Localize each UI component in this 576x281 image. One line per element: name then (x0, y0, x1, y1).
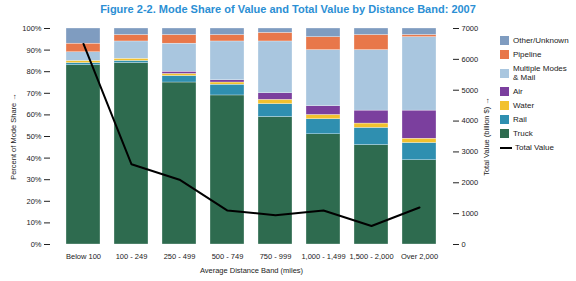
svg-text:100 - 249: 100 - 249 (116, 252, 148, 261)
svg-text:3000: 3000 (462, 147, 479, 156)
svg-text:Below 100: Below 100 (66, 252, 101, 261)
html-text:Total Value: Total Value (515, 143, 554, 152)
svg-text:80%: 80% (26, 67, 41, 76)
html-text:Water: Water (513, 101, 534, 110)
html-text:Figure 2-2. Mode Share of Valu: Figure 2-2. Mode Share of Value and Tota… (100, 3, 476, 15)
svg-text:30%: 30% (26, 175, 41, 184)
svg-text:750 - 999: 750 - 999 (260, 252, 292, 261)
svg-text:4000: 4000 (462, 116, 479, 125)
svg-text:0%: 0% (31, 240, 42, 249)
svg-text:0: 0 (462, 240, 466, 249)
svg-text:Over 2,000: Over 2,000 (401, 252, 438, 261)
svg-text:6000: 6000 (462, 55, 479, 64)
svg-text:Total Value (billion $) →: Total Value (billion $) → (482, 97, 491, 176)
svg-text:1,500 - 2,000: 1,500 - 2,000 (349, 252, 393, 261)
svg-text:2000: 2000 (462, 178, 479, 187)
svg-text:10%: 10% (26, 218, 41, 227)
svg-text:250 - 499: 250 - 499 (164, 252, 196, 261)
svg-text:7000: 7000 (462, 24, 479, 33)
html-text:Pipeline: Pipeline (513, 50, 542, 59)
html-text:Other/Unknown: Other/Unknown (513, 36, 569, 45)
svg-text:70%: 70% (26, 89, 41, 98)
svg-text:50%: 50% (26, 132, 41, 141)
svg-text:1000: 1000 (462, 209, 479, 218)
html-text:Rail: Rail (513, 115, 527, 124)
svg-text:Percent of Mode Share →: Percent of Mode Share → (9, 93, 18, 180)
svg-text:90%: 90% (26, 46, 41, 55)
svg-text:5000: 5000 (462, 86, 479, 95)
svg-text:Average Distance Band (miles): Average Distance Band (miles) (200, 266, 304, 275)
svg-text:60%: 60% (26, 110, 41, 119)
svg-text:500 - 749: 500 - 749 (212, 252, 244, 261)
svg-text:100%: 100% (22, 24, 42, 33)
html-text:Truck: Truck (513, 129, 533, 138)
html-text:Air: Air (513, 87, 523, 96)
svg-text:1,000 - 1,499: 1,000 - 1,499 (301, 252, 345, 261)
svg-text:20%: 20% (26, 197, 41, 206)
svg-text:40%: 40% (26, 154, 41, 163)
html-text:Multiple Modes & Mail: Multiple Modes & Mail (513, 64, 567, 82)
